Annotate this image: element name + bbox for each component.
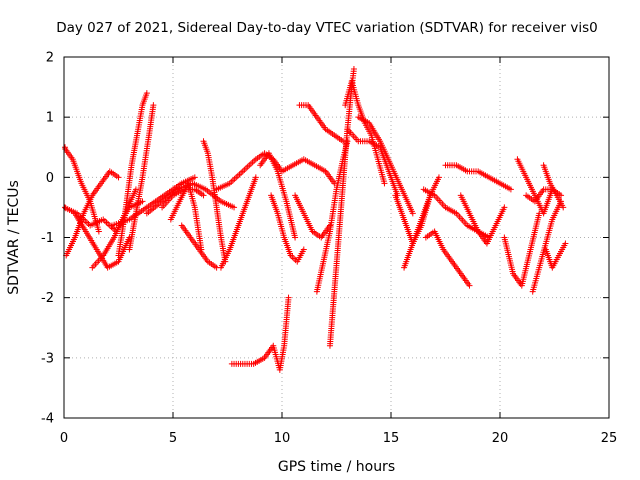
- y-tick-label: -4: [41, 412, 54, 427]
- series-t08: [108, 174, 198, 229]
- data-point: [231, 204, 238, 211]
- data-point: [252, 174, 259, 181]
- series-t04: [71, 210, 133, 271]
- data-point: [344, 138, 351, 145]
- series-t18: [268, 192, 307, 265]
- data-point: [501, 204, 508, 211]
- series-t02: [62, 144, 102, 235]
- x-tick-label: 0: [60, 431, 68, 446]
- series-t06: [115, 90, 150, 259]
- x-tick-label: 15: [383, 431, 400, 446]
- data-point: [143, 90, 150, 97]
- series-t03: [63, 168, 122, 259]
- series-t24: [342, 78, 388, 187]
- x-tick-label: 25: [601, 431, 618, 446]
- y-tick-label: -2: [41, 291, 54, 306]
- series-t37: [542, 240, 569, 271]
- data-point: [507, 186, 514, 193]
- y-tick-label: -1: [41, 231, 54, 246]
- data-points: [62, 66, 569, 373]
- data-point: [115, 174, 122, 181]
- series-t17: [257, 150, 299, 241]
- data-point: [132, 186, 139, 193]
- y-tick-label: 1: [46, 111, 54, 126]
- series-t16: [228, 294, 292, 373]
- data-point: [562, 240, 569, 247]
- data-point: [381, 180, 388, 187]
- data-point: [300, 246, 307, 253]
- x-tick-label: 20: [492, 431, 509, 446]
- y-tick-label: 0: [46, 171, 54, 186]
- data-point: [409, 210, 416, 217]
- data-point: [560, 204, 567, 211]
- data-point: [200, 192, 207, 199]
- series-t26: [355, 114, 416, 217]
- data-point: [350, 66, 357, 73]
- series-t15: [213, 150, 285, 193]
- y-tick-label: -3: [41, 351, 54, 366]
- data-point: [95, 228, 102, 235]
- series-t23: [313, 138, 351, 295]
- data-point: [191, 174, 198, 181]
- series-t34: [514, 156, 556, 217]
- series-t28: [401, 174, 442, 271]
- series-t12: [178, 222, 220, 271]
- series-t31: [457, 192, 508, 247]
- axis-ticks: 0 5 10 15 20 25 -4 -3 -2 -1 0 1 2: [41, 51, 617, 447]
- x-tick-label: 5: [169, 431, 177, 446]
- data-point: [466, 282, 473, 289]
- data-point: [558, 192, 565, 199]
- data-point: [285, 294, 292, 301]
- series-t38: [523, 186, 565, 205]
- series-t35: [529, 198, 565, 295]
- series-t13: [200, 138, 229, 265]
- y-tick-label: 2: [46, 51, 54, 66]
- chart-title: Day 027 of 2021, Sidereal Day-to-day VTE…: [56, 20, 598, 36]
- series-t32: [422, 228, 473, 289]
- series-t33: [501, 210, 543, 289]
- series-t19: [279, 156, 338, 187]
- data-point: [435, 174, 442, 181]
- data-point: [139, 198, 146, 205]
- series-t20: [296, 102, 347, 145]
- y-axis-label: SDTVAR / TECUs: [6, 180, 22, 295]
- x-axis-label: GPS time / hours: [278, 459, 395, 475]
- data-point: [292, 234, 299, 241]
- x-tick-label: 10: [274, 431, 291, 446]
- data-point: [150, 102, 157, 109]
- series-t14: [217, 174, 259, 271]
- series-t30: [442, 162, 514, 193]
